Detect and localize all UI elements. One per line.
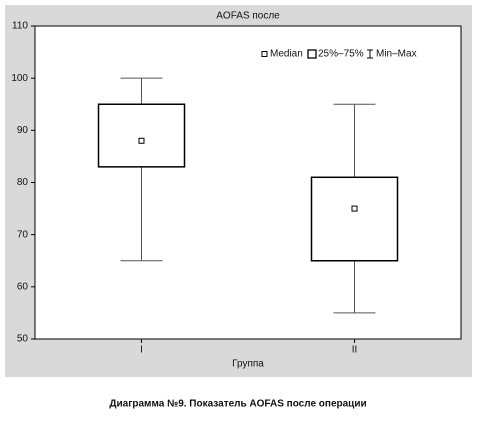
y-tick-label: 50 <box>17 334 29 345</box>
chart-title: AOFAS после <box>216 11 280 22</box>
legend-icon <box>367 49 373 59</box>
legend-label: Min–Max <box>376 49 417 60</box>
caption: Диаграмма №9. Показатель AOFAS после опе… <box>109 399 366 410</box>
y-tick-label: 70 <box>17 229 29 240</box>
legend-icon <box>261 51 268 57</box>
plot-area <box>34 25 462 340</box>
x-axis-label: Группа <box>232 359 264 370</box>
legend-label: Median <box>270 49 303 60</box>
median-marker <box>138 137 145 144</box>
box <box>97 103 186 168</box>
whisker-upper <box>333 103 376 178</box>
legend-icon <box>307 49 317 59</box>
whisker-upper <box>120 77 163 105</box>
x-tick-label: II <box>352 345 358 356</box>
legend-label: 25%–75% <box>318 49 364 60</box>
y-tick-label: 60 <box>17 281 29 292</box>
x-tick-label: I <box>140 345 143 356</box>
y-tick-label: 90 <box>17 125 29 136</box>
whisker-lower <box>333 260 376 314</box>
whisker-lower <box>120 166 163 262</box>
y-tick-label: 100 <box>11 73 28 84</box>
median-marker <box>351 205 358 212</box>
box <box>310 176 399 262</box>
y-tick-label: 80 <box>17 177 29 188</box>
y-tick-label: 110 <box>12 21 28 32</box>
